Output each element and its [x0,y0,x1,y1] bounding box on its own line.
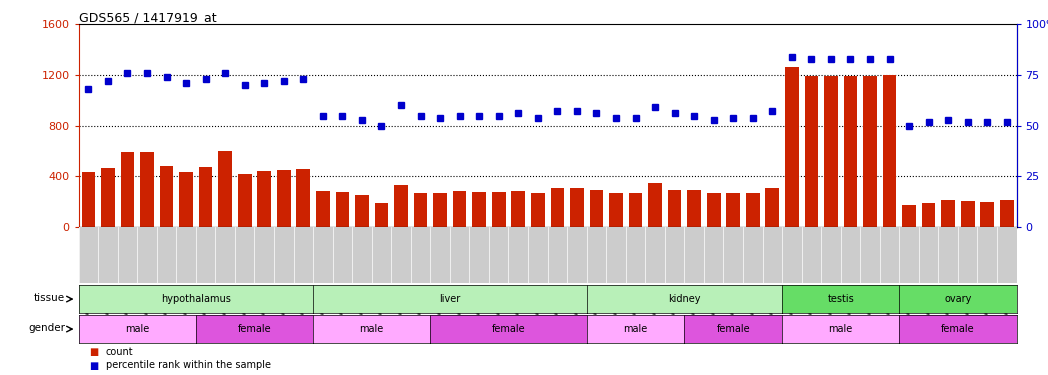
Text: ■: ■ [89,360,99,370]
Bar [844,76,857,227]
Bar [550,188,564,227]
Bar [531,193,545,227]
Bar [355,195,369,227]
Bar [121,152,134,227]
Bar [414,193,428,227]
Bar [453,191,466,227]
Text: ovary: ovary [944,294,971,304]
Text: testis: testis [827,294,854,304]
Bar [238,174,252,227]
Bar [433,194,446,227]
Text: liver: liver [439,294,460,304]
Bar [882,75,896,227]
Bar [218,151,232,227]
Bar [687,190,701,227]
Bar [335,192,349,227]
Bar [805,76,818,227]
Text: ■: ■ [89,347,99,357]
Bar [374,204,389,227]
Bar [199,167,213,227]
Bar [492,192,505,227]
Bar [981,202,995,227]
Bar [824,76,837,227]
Bar [746,193,760,227]
Bar [629,193,642,227]
Bar [785,68,799,227]
Bar [922,204,936,227]
Bar [668,190,681,227]
Text: kidney: kidney [669,294,701,304]
Bar [864,76,877,227]
Text: hypothalamus: hypothalamus [161,294,231,304]
Text: tissue: tissue [34,292,65,303]
Text: female: female [492,324,525,334]
Bar [1000,200,1013,227]
Bar [140,152,154,227]
Text: female: female [717,324,750,334]
Text: percentile rank within the sample: percentile rank within the sample [106,360,270,370]
Text: female: female [941,324,975,334]
Text: male: male [125,324,150,334]
Bar [961,201,975,227]
Bar [726,193,740,227]
Bar [902,205,916,227]
Bar [159,166,173,227]
Bar [179,172,193,227]
Bar [258,171,271,227]
Bar [297,169,310,227]
Bar [941,200,955,227]
Text: female: female [238,324,271,334]
Bar [649,183,662,227]
Bar [511,191,525,227]
Text: male: male [829,324,853,334]
Bar [570,188,584,227]
Bar [82,172,95,227]
Bar [706,194,721,227]
Text: GDS565 / 1417919_at: GDS565 / 1417919_at [79,11,216,24]
Bar [394,185,408,227]
Bar [316,191,330,227]
Bar [101,168,114,227]
Bar [609,193,623,227]
Bar [590,190,604,227]
Text: male: male [624,324,648,334]
Text: gender: gender [28,322,65,333]
Text: count: count [106,347,133,357]
Bar [473,192,486,227]
Bar [277,170,290,227]
Bar [765,188,779,227]
Text: male: male [359,324,384,334]
